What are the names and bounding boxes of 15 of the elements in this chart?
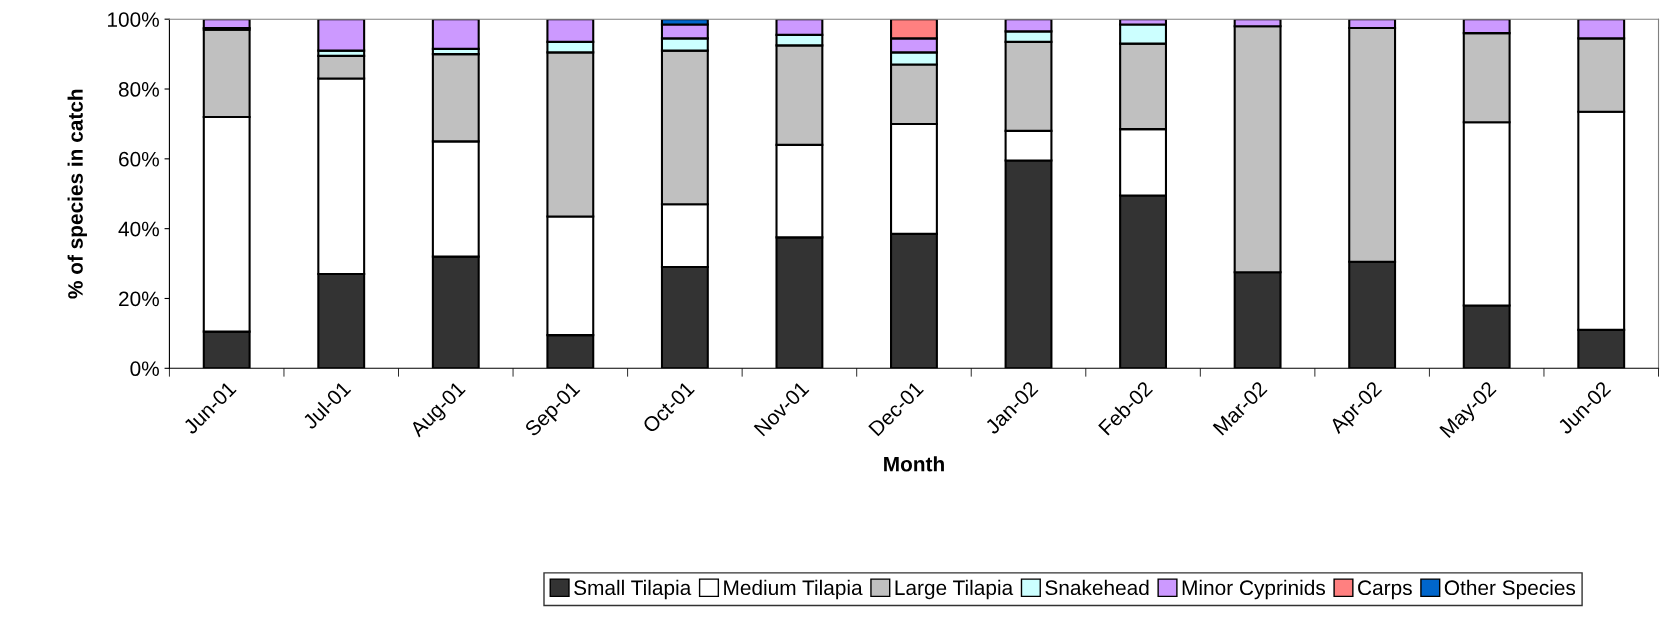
y-tick-label: 80% xyxy=(118,82,159,97)
legend-label: Large Tilapia xyxy=(895,579,1014,600)
legend-label: Other Species xyxy=(1444,579,1576,600)
legend-label: Minor Cyprinids xyxy=(1182,579,1326,600)
legend-label: Small Tilapia xyxy=(574,579,692,600)
legend-label: Carps xyxy=(1358,580,1412,600)
y-tick-label: 60% xyxy=(119,151,159,167)
x-axis-title: Month xyxy=(884,456,944,472)
legend-label: Medium Tilapia xyxy=(724,579,863,600)
legend-label: Snakehead xyxy=(1045,579,1149,596)
y-tick-label: 0% xyxy=(130,361,159,377)
y-axis-title: % of species in catch xyxy=(67,89,87,299)
y-tick-label: 20% xyxy=(119,291,159,307)
y-tick-label: 100% xyxy=(108,12,159,27)
y-tick-label: 40% xyxy=(118,221,159,237)
